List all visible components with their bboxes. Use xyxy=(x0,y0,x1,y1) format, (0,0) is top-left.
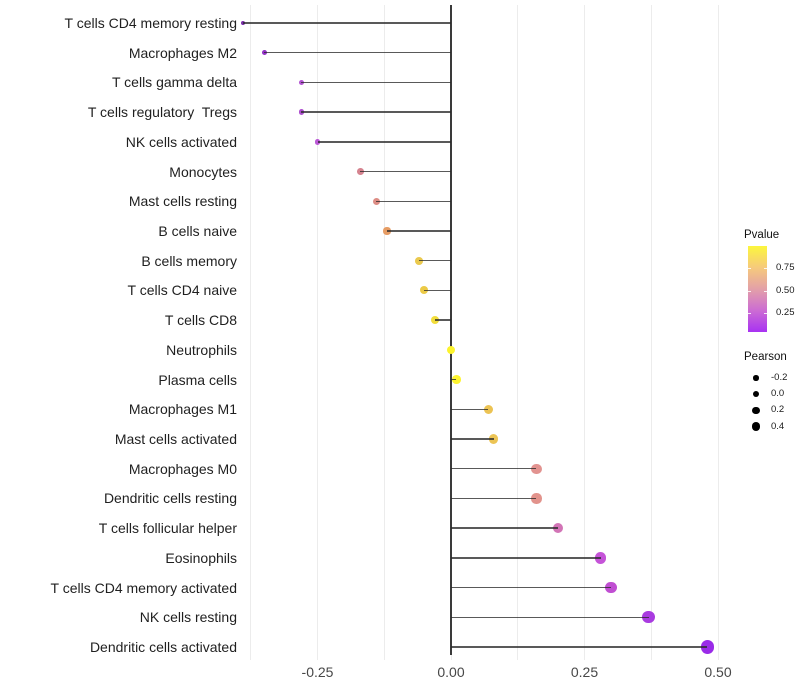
stem-line xyxy=(242,22,451,24)
category-label: T cells gamma delta xyxy=(111,74,237,91)
pearson-legend-row: 0.4 xyxy=(744,419,800,435)
category-label: Macrophages M0 xyxy=(128,460,237,477)
category-label: T cells follicular helper xyxy=(98,520,237,537)
data-point xyxy=(594,552,607,564)
x-gridline xyxy=(317,5,318,660)
category-label: Mast cells activated xyxy=(114,430,237,447)
pearson-legend-row: 0.0 xyxy=(744,386,800,402)
stem-line xyxy=(418,260,451,262)
pearson-legend-dot xyxy=(752,406,760,415)
zero-axis-line xyxy=(450,5,452,655)
stem-line xyxy=(451,586,612,589)
data-point xyxy=(298,109,305,115)
x-gridline xyxy=(250,5,252,660)
stem-line xyxy=(451,616,649,618)
pearson-legend: Pearson -0.2 0.0 0.2 0.4 xyxy=(744,351,800,432)
data-point xyxy=(415,256,423,265)
data-point xyxy=(356,168,364,175)
category-label: T cells CD8 xyxy=(164,312,237,329)
category-label: T cells CD4 naive xyxy=(127,282,237,299)
category-label: Mast cells resting xyxy=(128,193,237,210)
data-point xyxy=(430,316,440,325)
category-label: T cells CD4 memory activated xyxy=(50,579,237,596)
data-point xyxy=(605,581,618,594)
data-point xyxy=(298,79,305,86)
x-gridline xyxy=(517,5,519,660)
category-label: Dendritic cells resting xyxy=(103,490,237,507)
category-label: NK cells resting xyxy=(139,609,237,626)
colorbar-tick-mark xyxy=(764,290,767,292)
data-point xyxy=(700,640,715,654)
stem-line xyxy=(451,408,489,410)
pearson-legend-dot xyxy=(751,422,761,431)
pearson-legend-label: 0.2 xyxy=(771,404,785,416)
data-point xyxy=(240,20,245,26)
pearson-legend-label: 0.4 xyxy=(771,420,785,432)
pvalue-tick-label: 0.25 xyxy=(776,307,795,319)
colorbar-tick-mark xyxy=(764,313,767,315)
x-tick-label: 0.00 xyxy=(437,664,465,680)
stem-line xyxy=(301,81,451,84)
x-gridline xyxy=(650,5,652,660)
pvalue-colorbar xyxy=(748,246,767,332)
stem-line xyxy=(451,497,537,500)
category-label: Dendritic cells activated xyxy=(89,638,237,655)
pearson-legend-title: Pearson xyxy=(744,351,787,363)
pearson-legend-dot xyxy=(753,375,759,381)
category-label: T cells regulatory Tregs xyxy=(87,104,237,121)
x-tick-label: 0.25 xyxy=(570,664,599,680)
pearson-legend-label: -0.2 xyxy=(771,372,788,383)
stem-line xyxy=(360,170,451,173)
pvalue-legend: Pvalue 0.75 0.50 0.25 xyxy=(744,229,800,332)
category-label: T cells CD4 memory resting xyxy=(64,15,237,31)
stem-line xyxy=(451,438,494,440)
colorbar-tick-mark xyxy=(748,313,751,315)
category-label: Neutrophils xyxy=(166,341,237,358)
x-tick-label: 0.50 xyxy=(704,664,732,680)
pvalue-tick-label: 0.75 xyxy=(776,261,795,273)
category-label: Macrophages M2 xyxy=(128,44,237,61)
stem-line xyxy=(451,646,708,648)
pearson-legend-dot xyxy=(752,390,760,398)
x-tick-label: -0.25 xyxy=(301,664,334,680)
pearson-legend-row: -0.2 xyxy=(744,370,800,386)
stem-line xyxy=(386,230,451,232)
colorbar-tick-mark xyxy=(748,290,751,292)
stem-line xyxy=(424,289,451,292)
stem-line xyxy=(264,52,451,54)
data-point xyxy=(452,375,461,384)
pearson-legend-label: 0.0 xyxy=(771,388,785,400)
category-label: Eosinophils xyxy=(165,549,237,566)
pvalue-tick-label: 0.50 xyxy=(776,284,795,296)
pearson-legend-row: 0.2 xyxy=(744,402,800,418)
data-point xyxy=(372,197,380,205)
stem-line xyxy=(451,527,558,529)
stem-line xyxy=(451,468,537,470)
x-gridline xyxy=(383,5,385,660)
category-label: NK cells activated xyxy=(125,133,237,150)
colorbar-tick-mark xyxy=(748,267,751,269)
stem-line xyxy=(451,557,601,559)
pvalue-legend-title: Pvalue xyxy=(744,229,780,241)
category-label: Monocytes xyxy=(169,163,237,180)
category-label: Macrophages M1 xyxy=(128,401,237,418)
stem-line xyxy=(376,200,451,202)
stem-line xyxy=(301,111,451,113)
data-point xyxy=(446,345,456,355)
stem-line xyxy=(317,141,451,143)
category-label: Plasma cells xyxy=(158,371,237,388)
x-gridline xyxy=(717,5,719,660)
data-point xyxy=(552,522,564,534)
colorbar-tick-mark xyxy=(764,267,767,269)
category-label: B cells memory xyxy=(141,252,237,269)
stem-line xyxy=(434,319,451,321)
stem-line xyxy=(451,378,457,381)
category-label: B cells naive xyxy=(158,222,237,239)
x-gridline xyxy=(584,5,585,660)
